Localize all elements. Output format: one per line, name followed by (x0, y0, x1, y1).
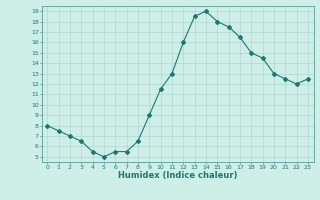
X-axis label: Humidex (Indice chaleur): Humidex (Indice chaleur) (118, 171, 237, 180)
